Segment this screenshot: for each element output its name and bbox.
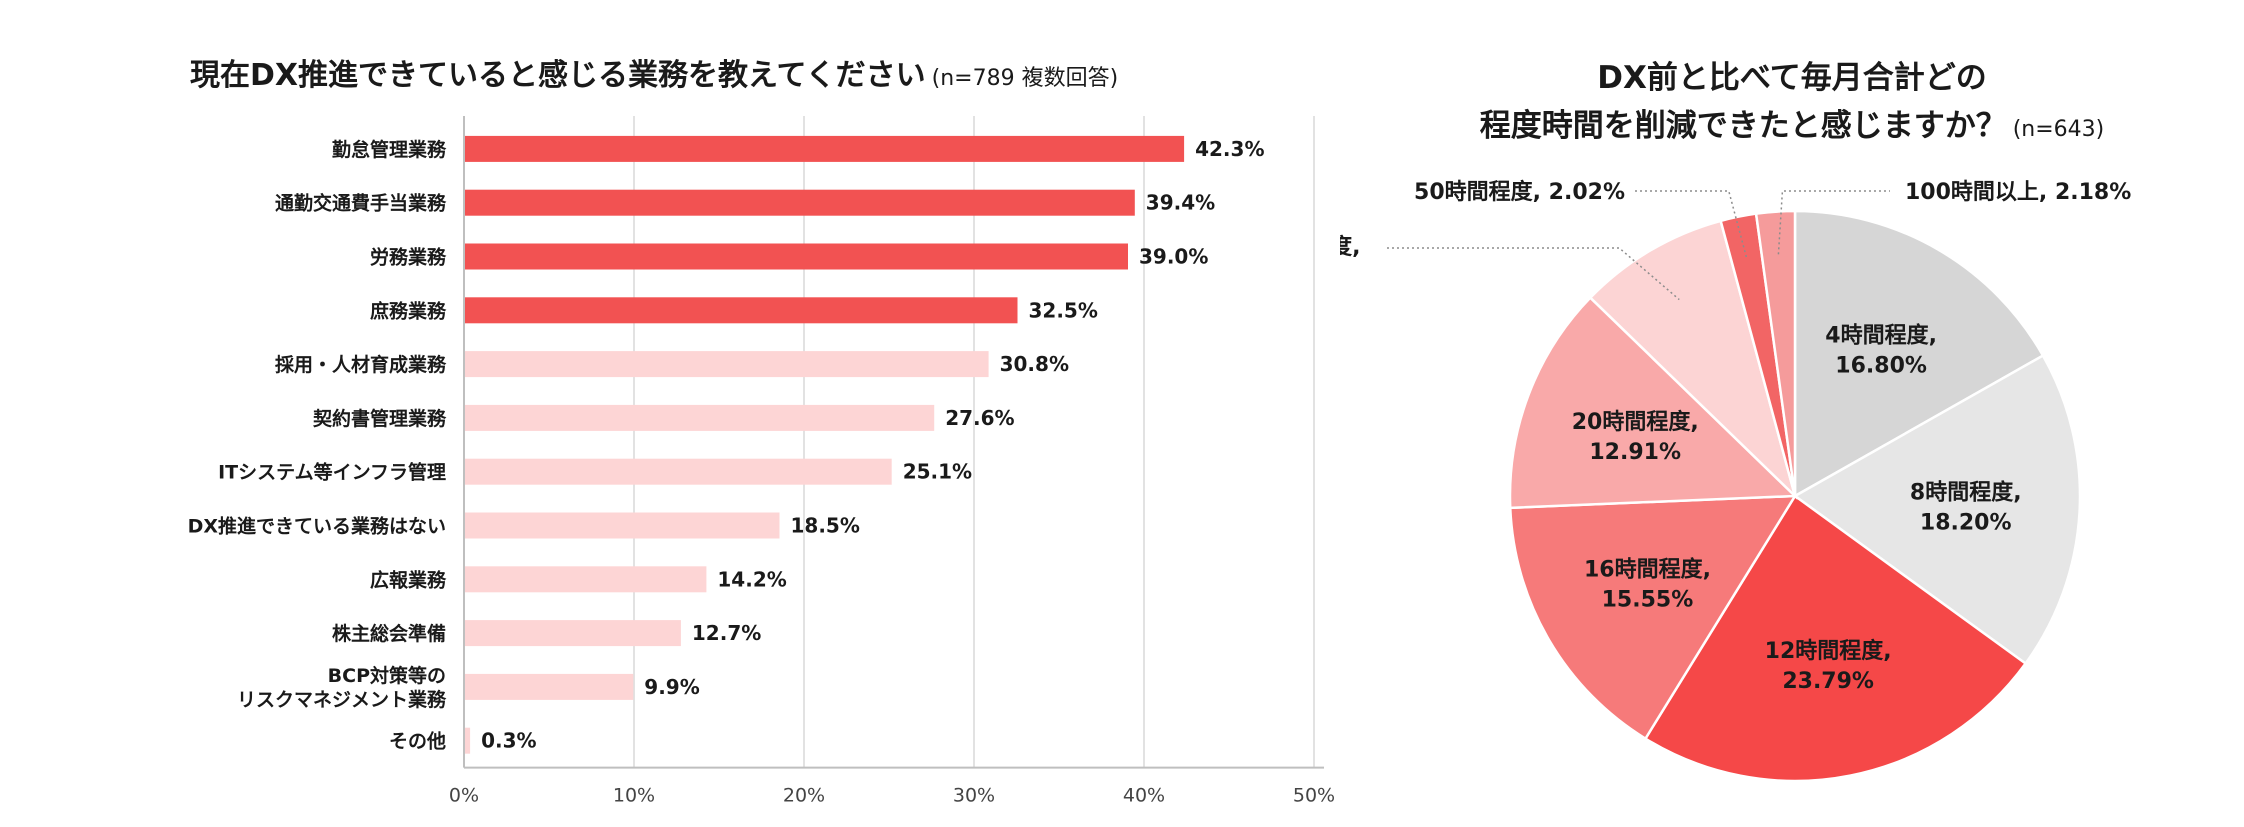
category-label: 株主総会準備 <box>332 622 446 645</box>
category-label: 通勤交通費手当業務 <box>275 192 447 215</box>
x-tick-label: 30% <box>953 785 995 807</box>
category-label-line: 株主総会準備 <box>332 622 446 645</box>
slice-label: 12時間程度, <box>1765 638 1892 664</box>
bar-chart-title: 現在DX推進できていると感じる業務を教えてください (n=789 複数回答) <box>190 50 1118 94</box>
bar-chart-panel: 現在DX推進できていると感じる業務を教えてください (n=789 複数回答) 0%… <box>188 50 1336 807</box>
bar-value-label: 32.5% <box>1029 298 1098 322</box>
category-label-line: 勤怠管理業務 <box>332 138 447 161</box>
bar-value-label: 14.2% <box>717 567 786 591</box>
pie-chart-panel: DX前と比べて毎月合計どの 程度時間を削減できたと感じますか？ (n=643) 4… <box>1340 0 2244 827</box>
pie-slice <box>1792 353 2082 666</box>
category-label: 契約書管理業務 <box>312 407 447 430</box>
slice-value-label: 12.91% <box>1589 440 1681 465</box>
slice-value-label: 16.80% <box>1835 353 1927 378</box>
x-tick-label: 20% <box>783 785 825 807</box>
category-label: ITシステム等インフラ管理 <box>218 461 446 484</box>
category-label: BCP対策等のリスクマネジメント業務 <box>237 664 447 711</box>
bar <box>465 673 634 700</box>
category-label-line: 労務業務 <box>370 246 447 269</box>
bar-value-label: 39.4% <box>1146 191 1215 215</box>
bar-value-label: 25.1% <box>903 460 972 484</box>
category-label-line: 広報業務 <box>370 568 447 591</box>
bar <box>465 189 1135 216</box>
bar-value-label: 18.5% <box>791 514 860 538</box>
bar <box>465 458 892 485</box>
bar <box>465 297 1018 324</box>
leader-line <box>1777 190 1890 255</box>
bar <box>465 135 1185 162</box>
bar-value-label: 27.6% <box>945 406 1014 430</box>
pie-slice <box>1643 494 2028 783</box>
category-label: 採用・人材育成業務 <box>275 353 447 376</box>
category-label-line: DX推進できている業務はない <box>188 515 446 538</box>
bar-chart-subtitle: (n=789 複数回答) <box>931 66 1119 91</box>
pie-chart-title-line-2: 程度時間を削減できたと感じますか？ <box>1479 108 2007 144</box>
pie-slice <box>1588 219 1798 501</box>
bar-value-label: 9.9% <box>644 675 699 699</box>
pie-slice <box>1754 209 1797 497</box>
bar <box>465 243 1128 270</box>
bar <box>465 512 780 539</box>
bar <box>465 566 707 593</box>
slice-label: 8時間程度, <box>1910 480 2022 506</box>
category-label-line: ITシステム等インフラ管理 <box>218 461 446 484</box>
bar <box>465 727 471 754</box>
leader-line <box>1635 190 1748 259</box>
x-tick-label: 50% <box>1293 785 1335 807</box>
slice-label: 30時間程度, <box>1340 234 1360 260</box>
x-tick-label: 0% <box>449 785 479 807</box>
bar-value-label: 30.8% <box>1000 352 1069 376</box>
pie-chart-plot: 4時間程度, 16.80% 8時間程度, 18.20% 12時間程度, 23.79% 16時… <box>1340 179 2131 783</box>
category-label-line: 契約書管理業務 <box>312 407 447 430</box>
slice-label: 20時間程度, <box>1572 409 1699 435</box>
pie-slice <box>1793 209 2045 499</box>
category-label: 勤怠管理業務 <box>332 138 447 161</box>
slice-value-label: 23.79% <box>1782 669 1874 694</box>
pie-chart-subtitle: (n=643) <box>2012 117 2105 142</box>
slice-label: 50時間程度, 2.02% <box>1414 179 1625 205</box>
pie-slice <box>1508 494 1798 741</box>
category-label-line: BCP対策等の <box>328 664 446 687</box>
category-label: 広報業務 <box>370 568 447 591</box>
bar <box>465 620 681 647</box>
bar-value-label: 42.3% <box>1195 137 1264 161</box>
category-label: 労務業務 <box>370 246 447 269</box>
bar <box>465 404 935 431</box>
bar <box>465 351 989 378</box>
category-label-line: リスクマネジメント業務 <box>237 688 447 711</box>
slice-label: 16時間程度, <box>1584 556 1711 582</box>
slice-value-label: 15.55% <box>1602 587 1694 612</box>
slice-value-label: 18.20% <box>1920 511 2012 536</box>
x-tick-label: 40% <box>1123 785 1165 807</box>
pie-chart-title-line-1: DX前と比べて毎月合計どの <box>1597 60 1987 96</box>
category-label: その他 <box>389 730 446 753</box>
pie-chart-title: DX前と比べて毎月合計どの 程度時間を削減できたと感じますか？ (n=643) <box>1340 54 2244 155</box>
slice-label: 4時間程度, <box>1825 322 1937 348</box>
category-label-line: 採用・人材育成業務 <box>275 353 447 376</box>
bar-value-label: 39.0% <box>1139 245 1208 269</box>
category-label: DX推進できている業務はない <box>188 515 446 538</box>
category-label-line: その他 <box>389 730 446 753</box>
category-label-line: 庶務業務 <box>370 299 447 322</box>
category-label-line: 通勤交通費手当業務 <box>275 192 447 215</box>
bar-value-label: 12.7% <box>692 621 761 645</box>
bar-chart-plot: 0% 10% 20% 30% 40% 50% 42.3% 勤怠管理業務 39.4% 通勤交通費手当… <box>188 116 1335 807</box>
pie-slice <box>1508 295 1798 510</box>
bar-chart-title-text: 現在DX推進できていると感じる業務を教えてください <box>190 58 926 93</box>
slice-label: 100時間以上, 2.18% <box>1905 180 2131 205</box>
x-tick-label: 10% <box>613 785 655 807</box>
category-label: 庶務業務 <box>370 299 447 322</box>
bar-value-label: 0.3% <box>481 729 536 753</box>
